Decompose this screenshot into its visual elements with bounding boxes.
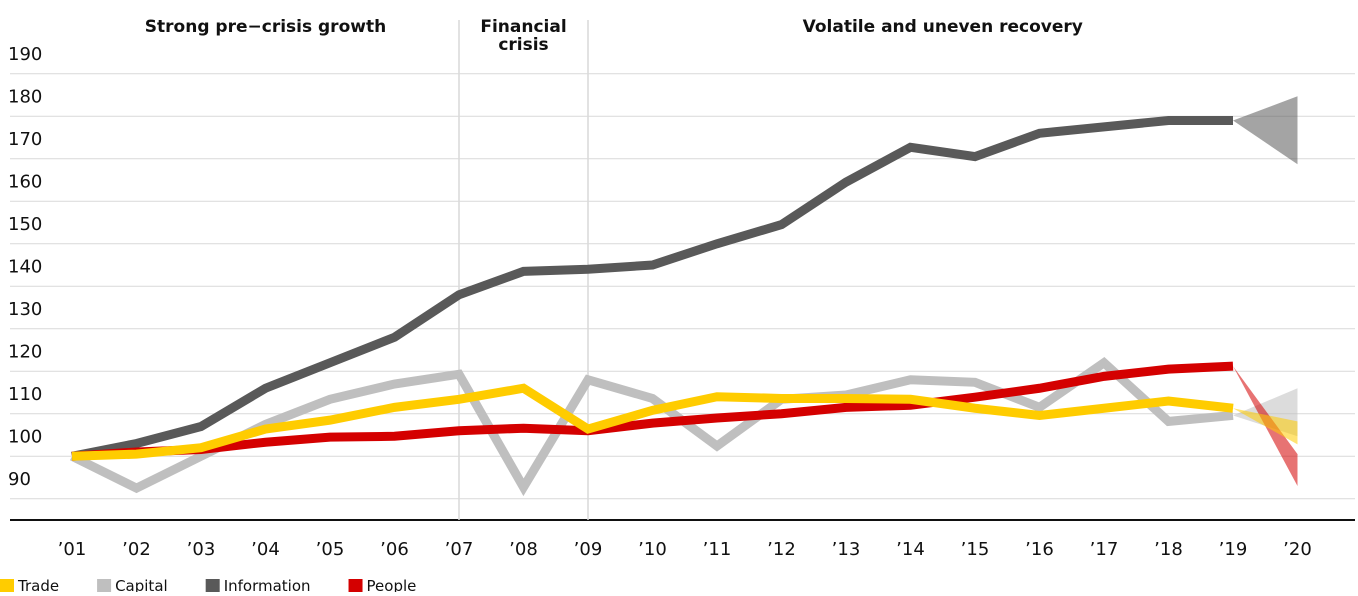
forecast-fan <box>1233 96 1298 165</box>
x-tick-label: ’08 <box>509 539 538 560</box>
legend-swatch <box>348 579 363 593</box>
period-label-line: crisis <box>498 35 548 55</box>
x-tick-label: ’16 <box>1025 539 1054 560</box>
period-label-line: Financial <box>480 17 566 37</box>
period-label: Financial crisis <box>480 17 566 55</box>
y-tick-label: 150 <box>8 214 42 235</box>
x-tick-label: ’11 <box>703 539 732 560</box>
x-tick-label: ’19 <box>1219 539 1248 560</box>
x-tick-label: ’14 <box>896 539 925 560</box>
x-tick-label: ’17 <box>1090 539 1119 560</box>
y-tick-label: 140 <box>8 256 42 277</box>
series-line <box>71 361 1234 461</box>
x-tick-label: ’05 <box>316 539 345 560</box>
legend-swatch <box>0 579 14 593</box>
forecast-fan <box>1233 408 1298 445</box>
x-tick-label: ’10 <box>638 539 667 560</box>
y-tick-label: 180 <box>8 86 42 107</box>
legend-swatch <box>205 579 220 593</box>
x-tick-label: ’20 <box>1283 539 1312 560</box>
x-tick-label: ’13 <box>832 539 861 560</box>
x-tick-label: ’03 <box>187 539 216 560</box>
series-line <box>71 383 1234 461</box>
legend-swatch <box>97 579 112 593</box>
legend-label: Capital <box>115 577 168 592</box>
y-tick-label: 110 <box>8 384 42 405</box>
x-tick-label: ’07 <box>445 539 474 560</box>
period-label: Volatile and uneven recovery <box>803 17 1083 37</box>
y-tick-label: 190 <box>8 44 42 65</box>
y-tick-label: 160 <box>8 171 42 192</box>
x-tick-label: ’02 <box>122 539 151 560</box>
y-tick-label: 100 <box>8 426 42 447</box>
legend-label: Information <box>224 577 311 592</box>
x-tick-label: ’09 <box>574 539 603 560</box>
x-tick-label: ’06 <box>380 539 409 560</box>
legend-label: People <box>367 577 417 592</box>
series-line <box>71 116 1233 461</box>
y-tick-label: 120 <box>8 341 42 362</box>
period-label-line: Volatile and uneven recovery <box>803 17 1083 37</box>
x-tick-label: ’01 <box>58 539 87 560</box>
period-label: Strong pre−crisis growth <box>145 17 386 37</box>
x-tick-label: ’04 <box>251 539 280 560</box>
legend-label: Trade <box>17 577 59 592</box>
forecast-fan <box>1233 366 1298 486</box>
x-tick-label: ’15 <box>961 539 990 560</box>
x-tick-label: ’12 <box>767 539 796 560</box>
y-tick-label: 130 <box>8 299 42 320</box>
y-tick-label: 90 <box>8 469 31 490</box>
y-tick-label: 170 <box>8 129 42 150</box>
series-line <box>70 357 1234 497</box>
x-tick-label: ’18 <box>1154 539 1183 560</box>
period-label-line: Strong pre−crisis growth <box>145 17 386 37</box>
